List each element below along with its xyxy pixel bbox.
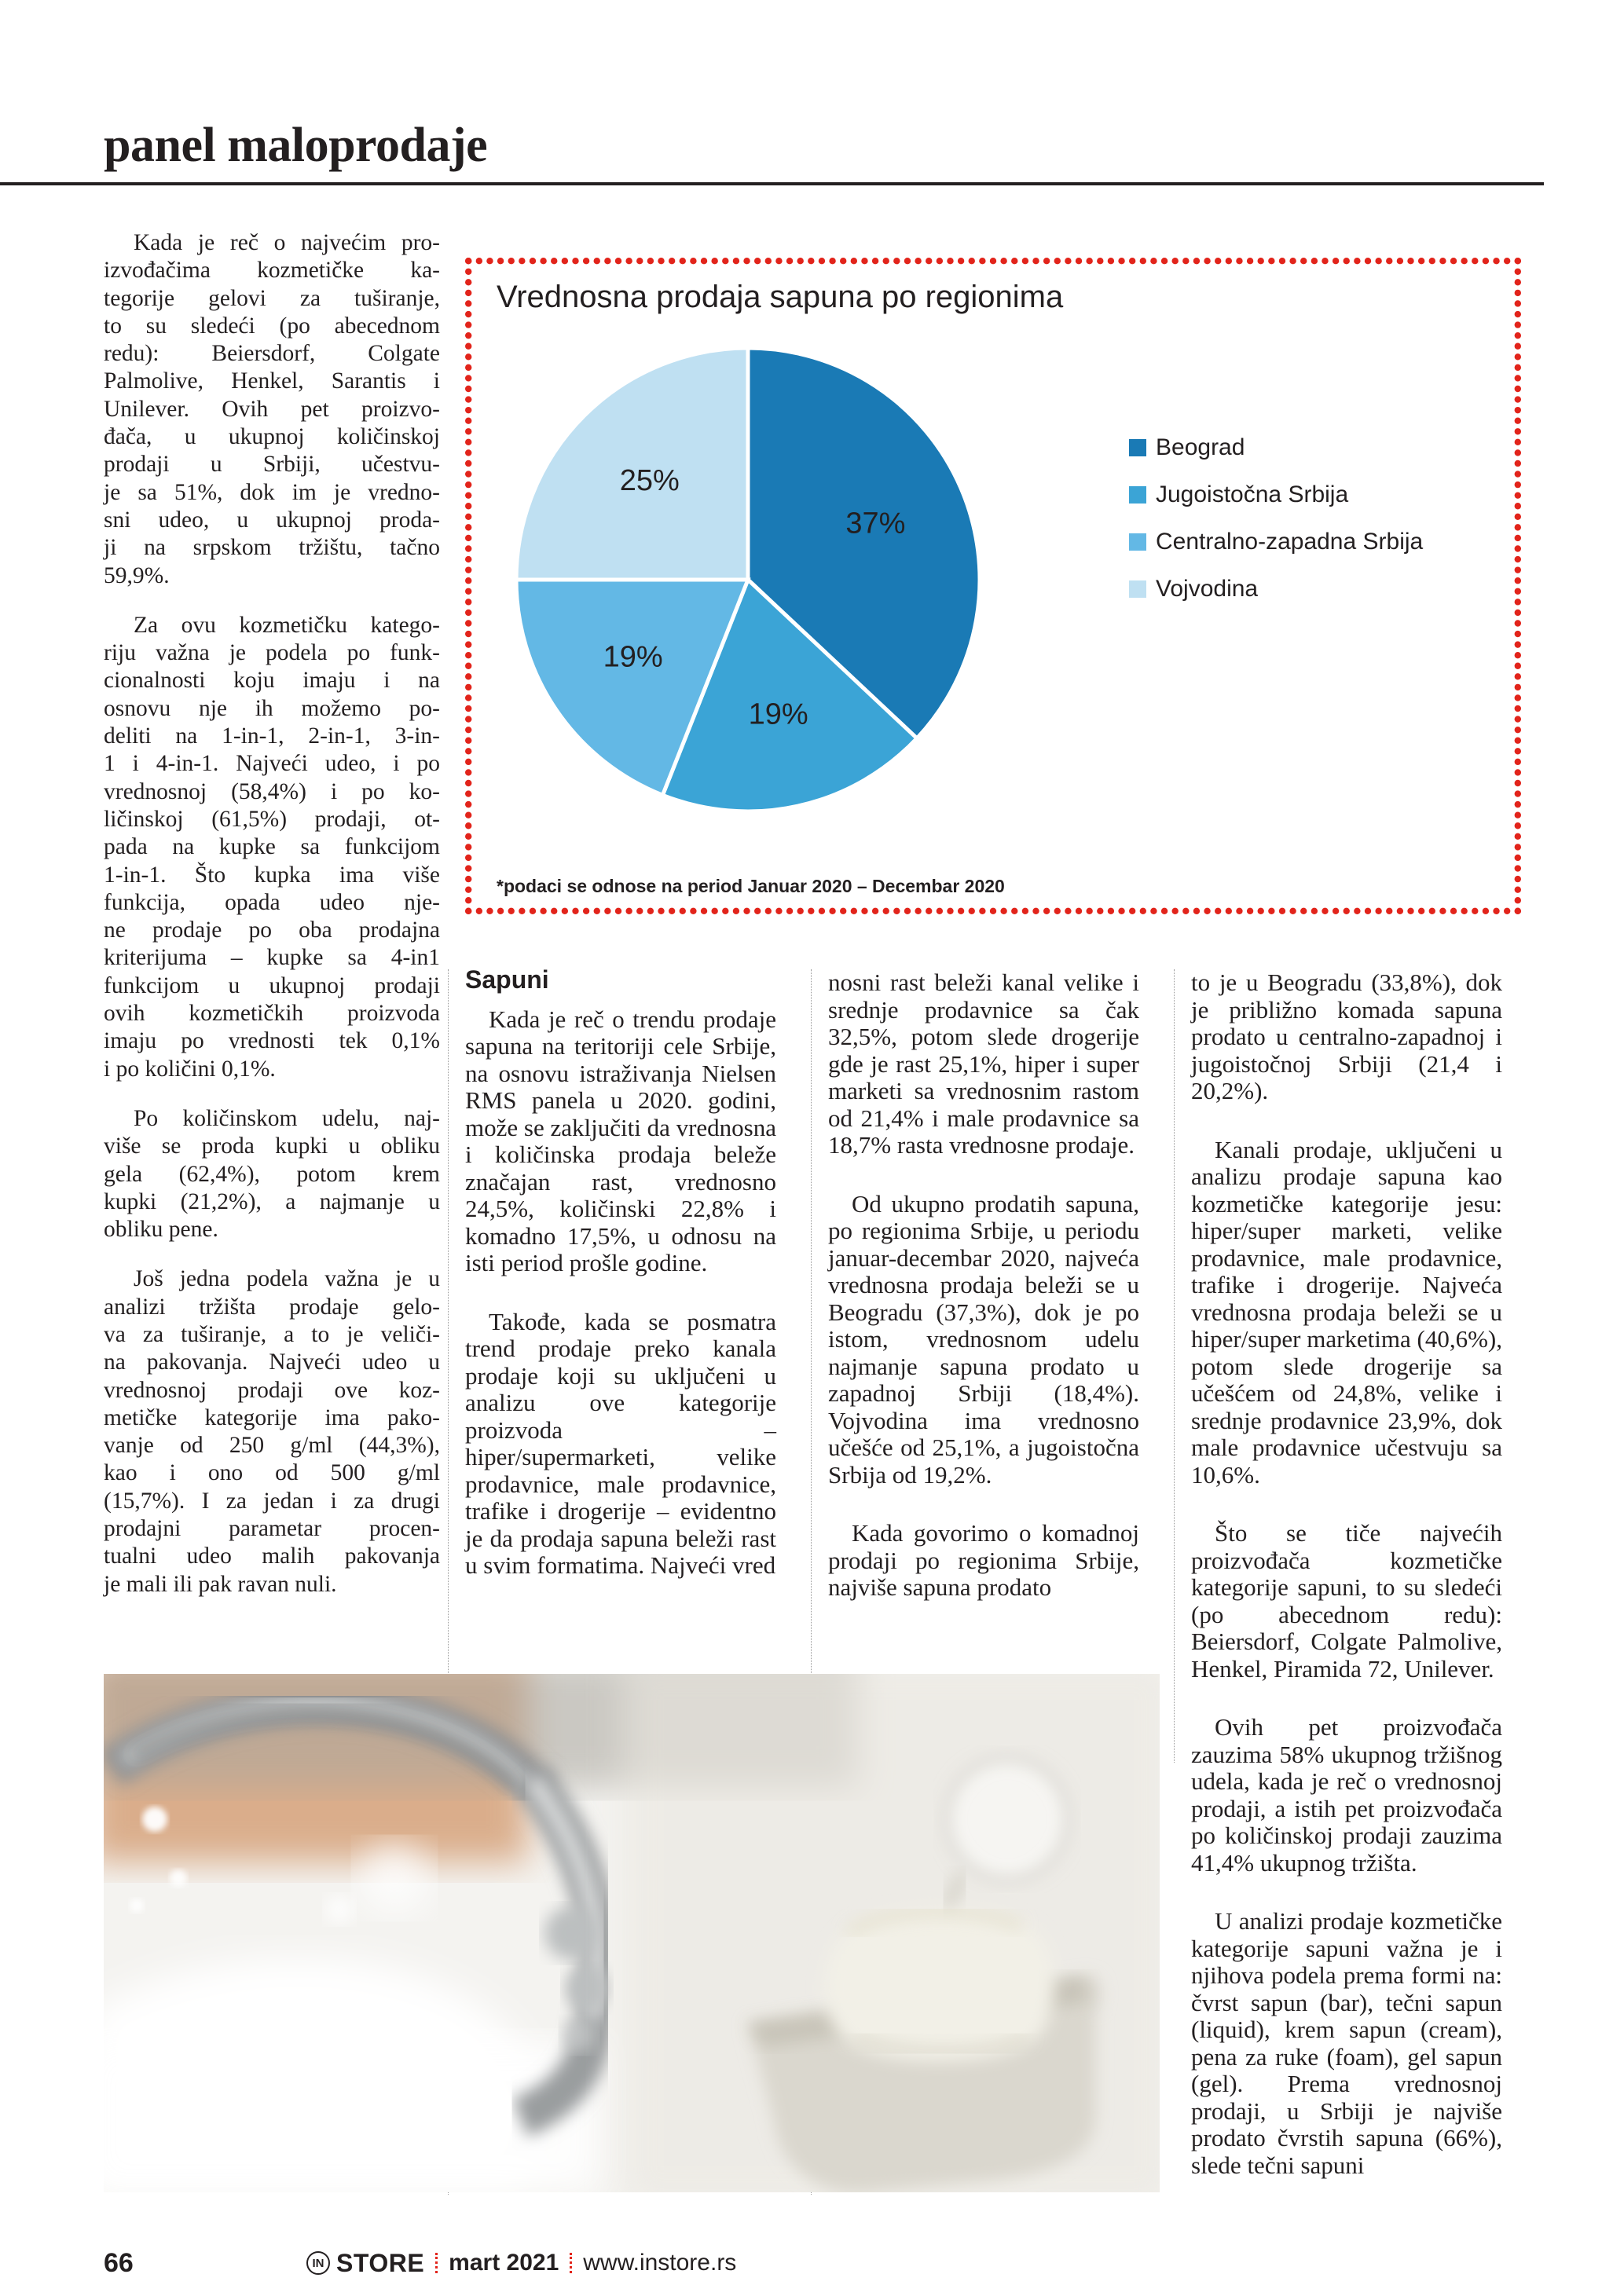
svg-text:37%: 37% — [845, 507, 905, 540]
svg-text:19%: 19% — [749, 698, 808, 731]
svg-text:19%: 19% — [603, 641, 663, 674]
svg-text:25%: 25% — [620, 464, 680, 497]
